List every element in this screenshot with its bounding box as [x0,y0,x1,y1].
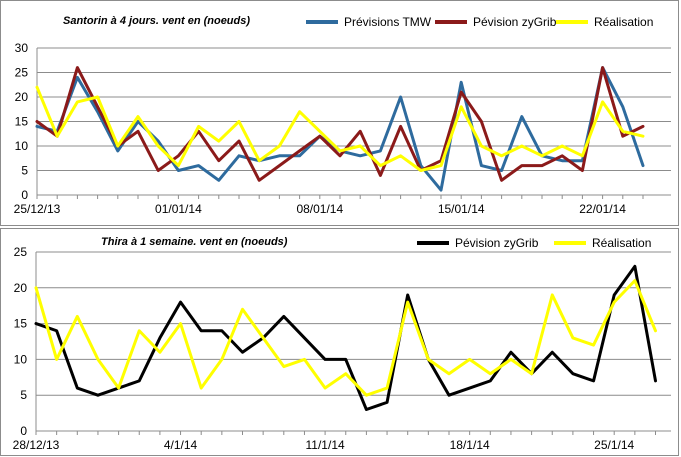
chart-thira: 0 5 10 15 20 25 28/12/13 4/1/14 11/1/14 18/1/14 25… [13,236,671,452]
thira-x-tick-label: 11/1/14 [306,438,345,452]
thira-y-tick-label: 10 [14,352,28,366]
santorin-x-tick-label: 25/12/13 [14,202,61,216]
thira-series-line-2 [34,279,657,397]
thira-y-tick-label: 25 [14,245,28,259]
thira-y-tick-label: 5 [20,388,27,402]
chart-title-santorin: Santorin à 4 jours. vent en (noeuds) [63,15,251,27]
santorin-y-tick-label: 0 [21,188,28,202]
santorin-legend-label: Prévisions TMW [344,15,432,29]
santorin-y-tick-label: 20 [15,90,29,104]
santorin-series-line-2 [35,66,645,182]
thira-x-tick-label: 18/1/14 [450,438,490,452]
santorin-x-tick-label: 22/01/14 [579,202,626,216]
thira-y-tick-label: 0 [20,424,27,438]
santorin-x-tick-label: 08/01/14 [296,202,343,216]
thira-x-tick-label: 25/1/14 [594,438,634,452]
thira-legend-label: Réalisation [592,236,651,250]
chart-panel-thira: Thira à 1 semaine. vent en (noeuds) 0 5 10… [0,228,679,456]
chart-title-thira: Thira à 1 semaine. vent en (noeuds) [101,236,288,248]
thira-series-line-1 [34,264,657,412]
santorin-x-tick-label: 01/01/14 [155,202,202,216]
thira-x-tick-label: 4/1/14 [164,438,198,452]
santorin-y-tick-label: 30 [15,41,29,55]
santorin-y-tick-label: 15 [15,115,29,129]
thira-x-tick-label: 28/12/13 [13,438,60,452]
santorin-x-tick-label: 15/01/14 [438,202,485,216]
chart-panel-santorin: Santorin à 4 jours. vent en (noeuds) 0 5 1… [0,0,679,226]
santorin-y-tick-label: 10 [15,139,29,153]
santorin-series-line-3 [35,85,645,172]
santorin-y-tick-label: 5 [21,164,28,178]
santorin-y-tick-label: 25 [15,66,29,80]
santorin-legend-label: Réalisation [594,15,653,29]
chart-santorin: 0 5 10 15 20 25 30 25/12/13 01/01/14 08/01/14 15/0… [14,15,671,216]
thira-legend-label: Pévision zyGrib [455,236,539,250]
santorin-legend-label: Pévision zyGrib [473,15,557,29]
thira-y-tick-label: 15 [14,317,28,331]
thira-y-tick-label: 20 [14,281,28,295]
